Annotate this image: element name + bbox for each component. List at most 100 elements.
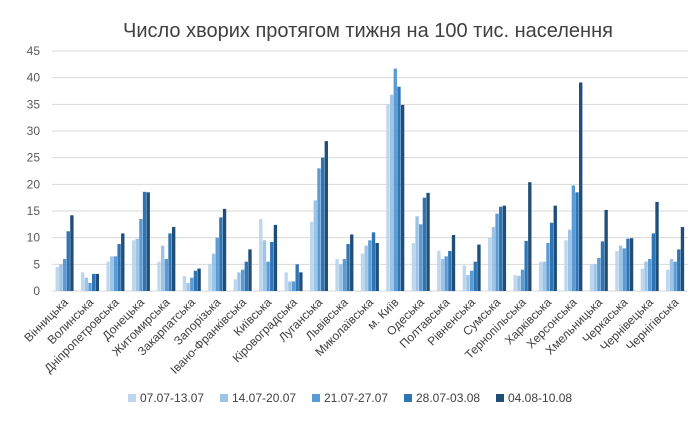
bar-17-4 xyxy=(473,261,477,291)
legend: 07.07-13.07 14.07-20.07 21.07-27.07 28.07-0… xyxy=(128,391,572,405)
bar-9-5 xyxy=(273,224,278,291)
bar-15-4 xyxy=(422,197,427,291)
bar-5-5 xyxy=(171,227,176,291)
bar-16-3 xyxy=(444,256,448,291)
legend-label-3: 21.07-27.07 xyxy=(324,391,388,405)
bar-7-3 xyxy=(215,237,219,291)
bar-23-2 xyxy=(618,245,623,291)
bar-9-1 xyxy=(259,219,263,291)
bar-23-5 xyxy=(629,238,634,291)
bar-6-1 xyxy=(182,276,187,291)
bar-3-2 xyxy=(110,256,114,291)
bar-4-2 xyxy=(135,238,139,291)
y-tick-label: 40 xyxy=(27,71,41,85)
bar-10-4 xyxy=(295,264,299,291)
bar-18-4 xyxy=(499,206,503,291)
bar-5-2 xyxy=(160,245,165,291)
bar-7-1 xyxy=(208,264,212,291)
y-tick-label: 0 xyxy=(33,284,40,298)
bar-6-5 xyxy=(197,268,201,291)
y-tick-label: 25 xyxy=(27,151,41,165)
bar-14-5 xyxy=(400,104,405,292)
bar-2-1 xyxy=(81,272,85,291)
bar-25-1 xyxy=(666,269,670,291)
bar-13-1 xyxy=(360,253,365,291)
y-tick-label: 20 xyxy=(27,177,41,191)
bar-6-3 xyxy=(190,277,194,291)
bar-20-5 xyxy=(553,205,557,291)
bar-16-5 xyxy=(451,235,456,291)
bar-2-3 xyxy=(88,283,92,291)
bar-2-5 xyxy=(95,273,100,291)
y-tick-label: 5 xyxy=(33,257,40,271)
y-axis-ticks: 0 5 10 15 20 25 30 35 40 45 xyxy=(27,44,41,298)
bar-12-1 xyxy=(335,259,339,291)
bar-22-3 xyxy=(597,257,601,291)
y-tick-label: 10 xyxy=(27,231,41,245)
bar-7-2 xyxy=(211,253,216,291)
bar-5-3 xyxy=(164,259,169,291)
bar-16-4 xyxy=(448,251,452,291)
bars xyxy=(55,68,685,292)
bar-22-1 xyxy=(589,264,594,291)
bar-15-1 xyxy=(411,243,416,291)
bar-9-2 xyxy=(262,240,267,291)
bar-11-2 xyxy=(313,200,317,291)
bar-18-5 xyxy=(502,205,507,291)
bar-12-5 xyxy=(350,234,354,291)
bar-1-3 xyxy=(62,259,67,291)
bar-11-1 xyxy=(309,221,314,291)
y-tick-label: 35 xyxy=(27,97,41,111)
legend-swatch-2 xyxy=(220,394,228,402)
bar-8-4 xyxy=(244,261,248,291)
bar-24-1 xyxy=(640,268,645,291)
bar-18-1 xyxy=(488,237,492,291)
bar-14-2 xyxy=(389,94,394,291)
bar-21-4 xyxy=(575,192,579,291)
legend-swatch-5 xyxy=(496,394,504,402)
bar-5-1 xyxy=(157,261,161,291)
bar-14-1 xyxy=(386,104,390,291)
bar-20-4 xyxy=(549,222,554,291)
bar-13-3 xyxy=(368,240,372,291)
bar-18-2 xyxy=(491,227,496,291)
bar-22-5 xyxy=(604,209,608,291)
legend-label-5: 04.08-10.08 xyxy=(508,391,572,405)
bar-6-2 xyxy=(186,283,190,291)
bar-7-4 xyxy=(219,217,223,291)
bar-1-4 xyxy=(66,231,70,291)
bar-25-5 xyxy=(680,227,685,291)
bar-12-3 xyxy=(342,259,347,291)
bar-12-2 xyxy=(339,264,343,291)
bar-2-4 xyxy=(91,273,96,291)
bar-13-5 xyxy=(375,243,379,291)
bar-16-1 xyxy=(437,251,441,291)
bar-24-2 xyxy=(644,261,648,291)
legend-swatch-4 xyxy=(404,394,412,402)
bar-9-4 xyxy=(270,241,274,291)
bar-20-2 xyxy=(542,261,546,291)
legend-label-2: 14.07-20.07 xyxy=(232,391,296,405)
bar-8-1 xyxy=(233,279,237,291)
legend-swatch-3 xyxy=(312,394,320,402)
bar-25-3 xyxy=(673,261,677,291)
bar-6-4 xyxy=(193,270,198,291)
bar-4-5 xyxy=(146,192,150,291)
bar-14-4 xyxy=(397,86,401,291)
bar-3-4 xyxy=(117,244,121,291)
bar-4-4 xyxy=(142,191,147,291)
bar-8-5 xyxy=(248,249,252,291)
bar-17-3 xyxy=(469,270,474,291)
bar-13-4 xyxy=(371,232,376,291)
bar-15-5 xyxy=(426,192,430,291)
bar-16-2 xyxy=(440,259,445,291)
bar-2-2 xyxy=(84,277,89,291)
bar-3-5 xyxy=(121,233,125,291)
chart-title: Число хворих протягом тижня на 100 тис. … xyxy=(123,20,613,42)
bar-11-5 xyxy=(324,141,328,291)
bar-5-4 xyxy=(168,233,172,291)
bar-15-3 xyxy=(419,224,423,291)
bar-22-2 xyxy=(593,264,597,291)
